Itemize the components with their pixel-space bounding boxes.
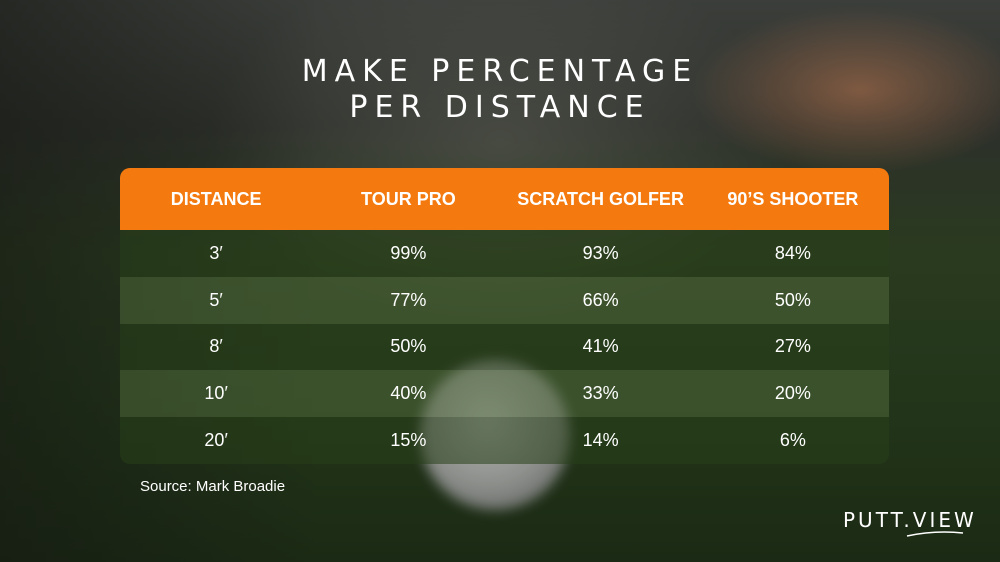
cell-distance: 5′ <box>209 289 223 310</box>
logo-swoosh-icon <box>906 531 964 537</box>
cell-scratch-golfer: 14% <box>582 430 619 451</box>
cell-tour-pro: 40% <box>390 383 427 404</box>
cell-scratch-golfer: 66% <box>582 289 619 310</box>
column-header-scratch-golfer: SCRATCH GOLFER <box>517 188 684 209</box>
puttview-logo: PUTT.VIEW <box>843 508 977 532</box>
cell-distance: 8′ <box>209 336 223 357</box>
table-header: DISTANCE TOUR PRO SCRATCH GOLFER 90’S SH… <box>120 168 889 230</box>
cell-distance: 10′ <box>204 383 228 404</box>
table-row: 3′ 99% 93% 84% <box>120 230 889 277</box>
cell-scratch-golfer: 93% <box>582 242 619 263</box>
make-percentage-table: DISTANCE TOUR PRO SCRATCH GOLFER 90’S SH… <box>120 168 889 464</box>
cell-90s-shooter: 20% <box>774 383 811 404</box>
table-row: 5′ 77% 66% 50% <box>120 276 889 324</box>
column-header-distance: DISTANCE <box>170 188 262 209</box>
cell-distance: 3′ <box>209 242 223 263</box>
cell-90s-shooter: 27% <box>774 336 811 357</box>
cell-90s-shooter: 6% <box>779 430 806 451</box>
cell-tour-pro: 77% <box>390 289 427 310</box>
table-row: 10′ 40% 33% 20% <box>120 370 889 418</box>
cell-tour-pro: 15% <box>390 430 427 451</box>
title-line-1: MAKE PERCENTAGE <box>301 54 699 89</box>
cell-distance: 20′ <box>204 430 228 451</box>
source-note: Source: Mark Broadie <box>140 478 286 495</box>
title-line-2: PER DISTANCE <box>349 90 651 125</box>
cell-scratch-golfer: 33% <box>582 383 619 404</box>
cell-90s-shooter: 50% <box>774 289 811 310</box>
cell-tour-pro: 50% <box>390 336 427 357</box>
column-header-90s-shooter: 90’S SHOOTER <box>727 188 859 209</box>
cell-scratch-golfer: 41% <box>582 336 619 357</box>
cell-90s-shooter: 84% <box>774 242 811 263</box>
table-row: 8′ 50% 41% 27% <box>120 323 889 371</box>
cell-tour-pro: 99% <box>390 242 427 263</box>
column-header-tour-pro: TOUR PRO <box>361 188 456 209</box>
page-title: MAKE PERCENTAGE PER DISTANCE <box>0 54 1000 126</box>
table-row: 20′ 15% 14% 6% <box>120 417 889 464</box>
